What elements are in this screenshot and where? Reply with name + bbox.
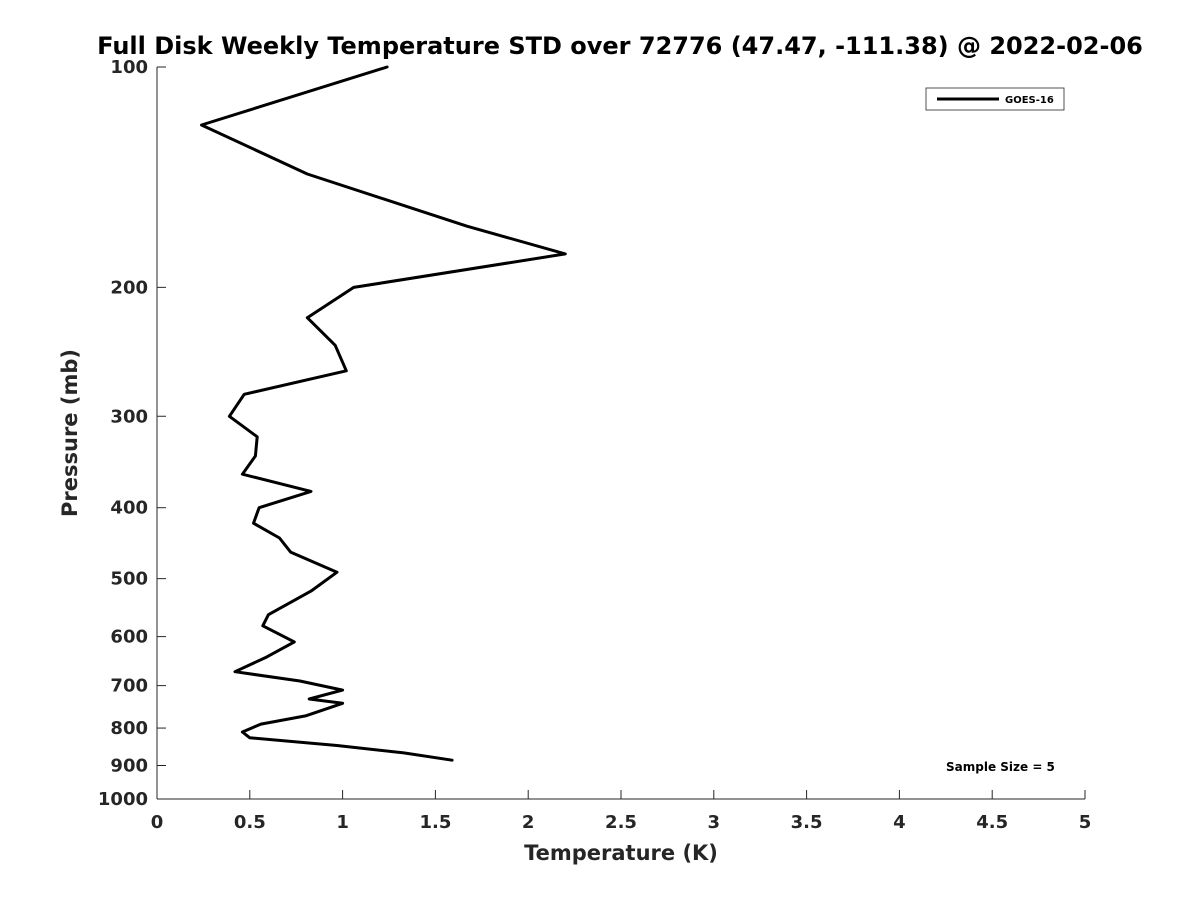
x-tick-label: 4.5 <box>976 812 1008 833</box>
series-layer <box>200 65 567 762</box>
y-tick-label: 1000 <box>98 789 148 810</box>
x-tick-label: 1 <box>336 812 349 833</box>
x-tick-label: 3.5 <box>791 812 823 833</box>
axes: 0 0.5 1 1.5 2 2.5 3 3.5 4 4.5 5 100 200 300 400 500 600… <box>98 57 1091 833</box>
x-axis-label: Temperature (K) <box>524 841 718 865</box>
y-tick-label: 900 <box>110 756 148 777</box>
x-tick-label: 2 <box>522 812 535 833</box>
y-tick-label: 700 <box>110 676 148 697</box>
y-tick-label: 800 <box>110 718 148 739</box>
x-tick-label: 4 <box>893 812 906 833</box>
x-axis-ticks: 0 0.5 1 1.5 2 2.5 3 3.5 4 4.5 5 <box>151 790 1092 833</box>
y-tick-label: 500 <box>110 569 148 590</box>
y-tick-label: 200 <box>110 277 148 298</box>
x-tick-label: 2.5 <box>605 812 637 833</box>
legend: GOES-16 <box>925 87 1065 111</box>
y-axis-ticks: 100 200 300 400 500 600 700 800 900 1000 <box>98 57 166 810</box>
chart-title: Full Disk Weekly Temperature STD over 72… <box>97 32 1143 60</box>
x-tick-label: 1.5 <box>419 812 451 833</box>
x-tick-label: 3 <box>708 812 721 833</box>
x-tick-label: 0.5 <box>234 812 266 833</box>
y-tick-label: 400 <box>110 498 148 519</box>
series-line-goes-16 <box>200 65 567 762</box>
y-tick-label: 300 <box>110 406 148 427</box>
x-tick-label: 5 <box>1079 812 1092 833</box>
y-axis-label: Pressure (mb) <box>58 349 82 517</box>
x-tick-label: 0 <box>151 812 164 833</box>
y-tick-label: 100 <box>110 57 148 78</box>
y-tick-label: 600 <box>110 627 148 648</box>
plot-area <box>157 67 1085 799</box>
sample-size-annotation: Sample Size = 5 <box>946 760 1055 774</box>
legend-entry-goes-16: GOES-16 <box>1005 95 1054 106</box>
